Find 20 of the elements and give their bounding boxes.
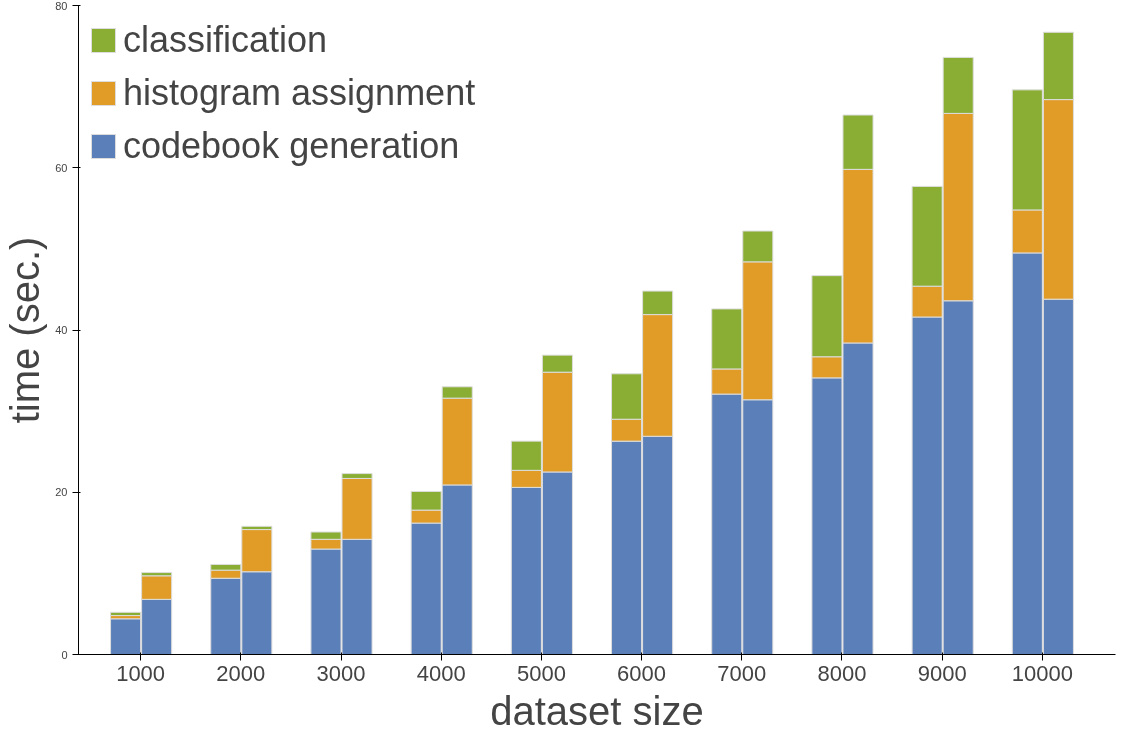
legend-label: classification (123, 18, 328, 62)
x-axis-title: dataset size (490, 688, 704, 733)
x-tick-label: 9000 (917, 660, 967, 686)
y-tick-label: 40 (55, 324, 68, 336)
x-tick-label: 8000 (817, 660, 867, 686)
y-tick-label: 20 (55, 486, 68, 499)
y-axis-title: time (sec.) (3, 236, 48, 424)
x-tick-label: 1000 (116, 660, 166, 686)
x-tick-label: 5000 (516, 660, 566, 686)
y-tick-label: 0 (61, 648, 68, 661)
legend-label: codebook generation (123, 124, 460, 168)
x-tick-label: 10000 (1011, 660, 1073, 686)
x-tick-label: 3000 (316, 660, 366, 686)
y-tick-label: 60 (55, 161, 68, 174)
x-tick-label: 2000 (216, 660, 266, 686)
x-tick-label: 6000 (617, 660, 667, 686)
x-tick-label: 7000 (717, 660, 767, 686)
legend-label: histogram assignment (123, 71, 476, 115)
y-tick-label: 80 (55, 0, 68, 12)
x-tick-label: 4000 (416, 660, 466, 686)
